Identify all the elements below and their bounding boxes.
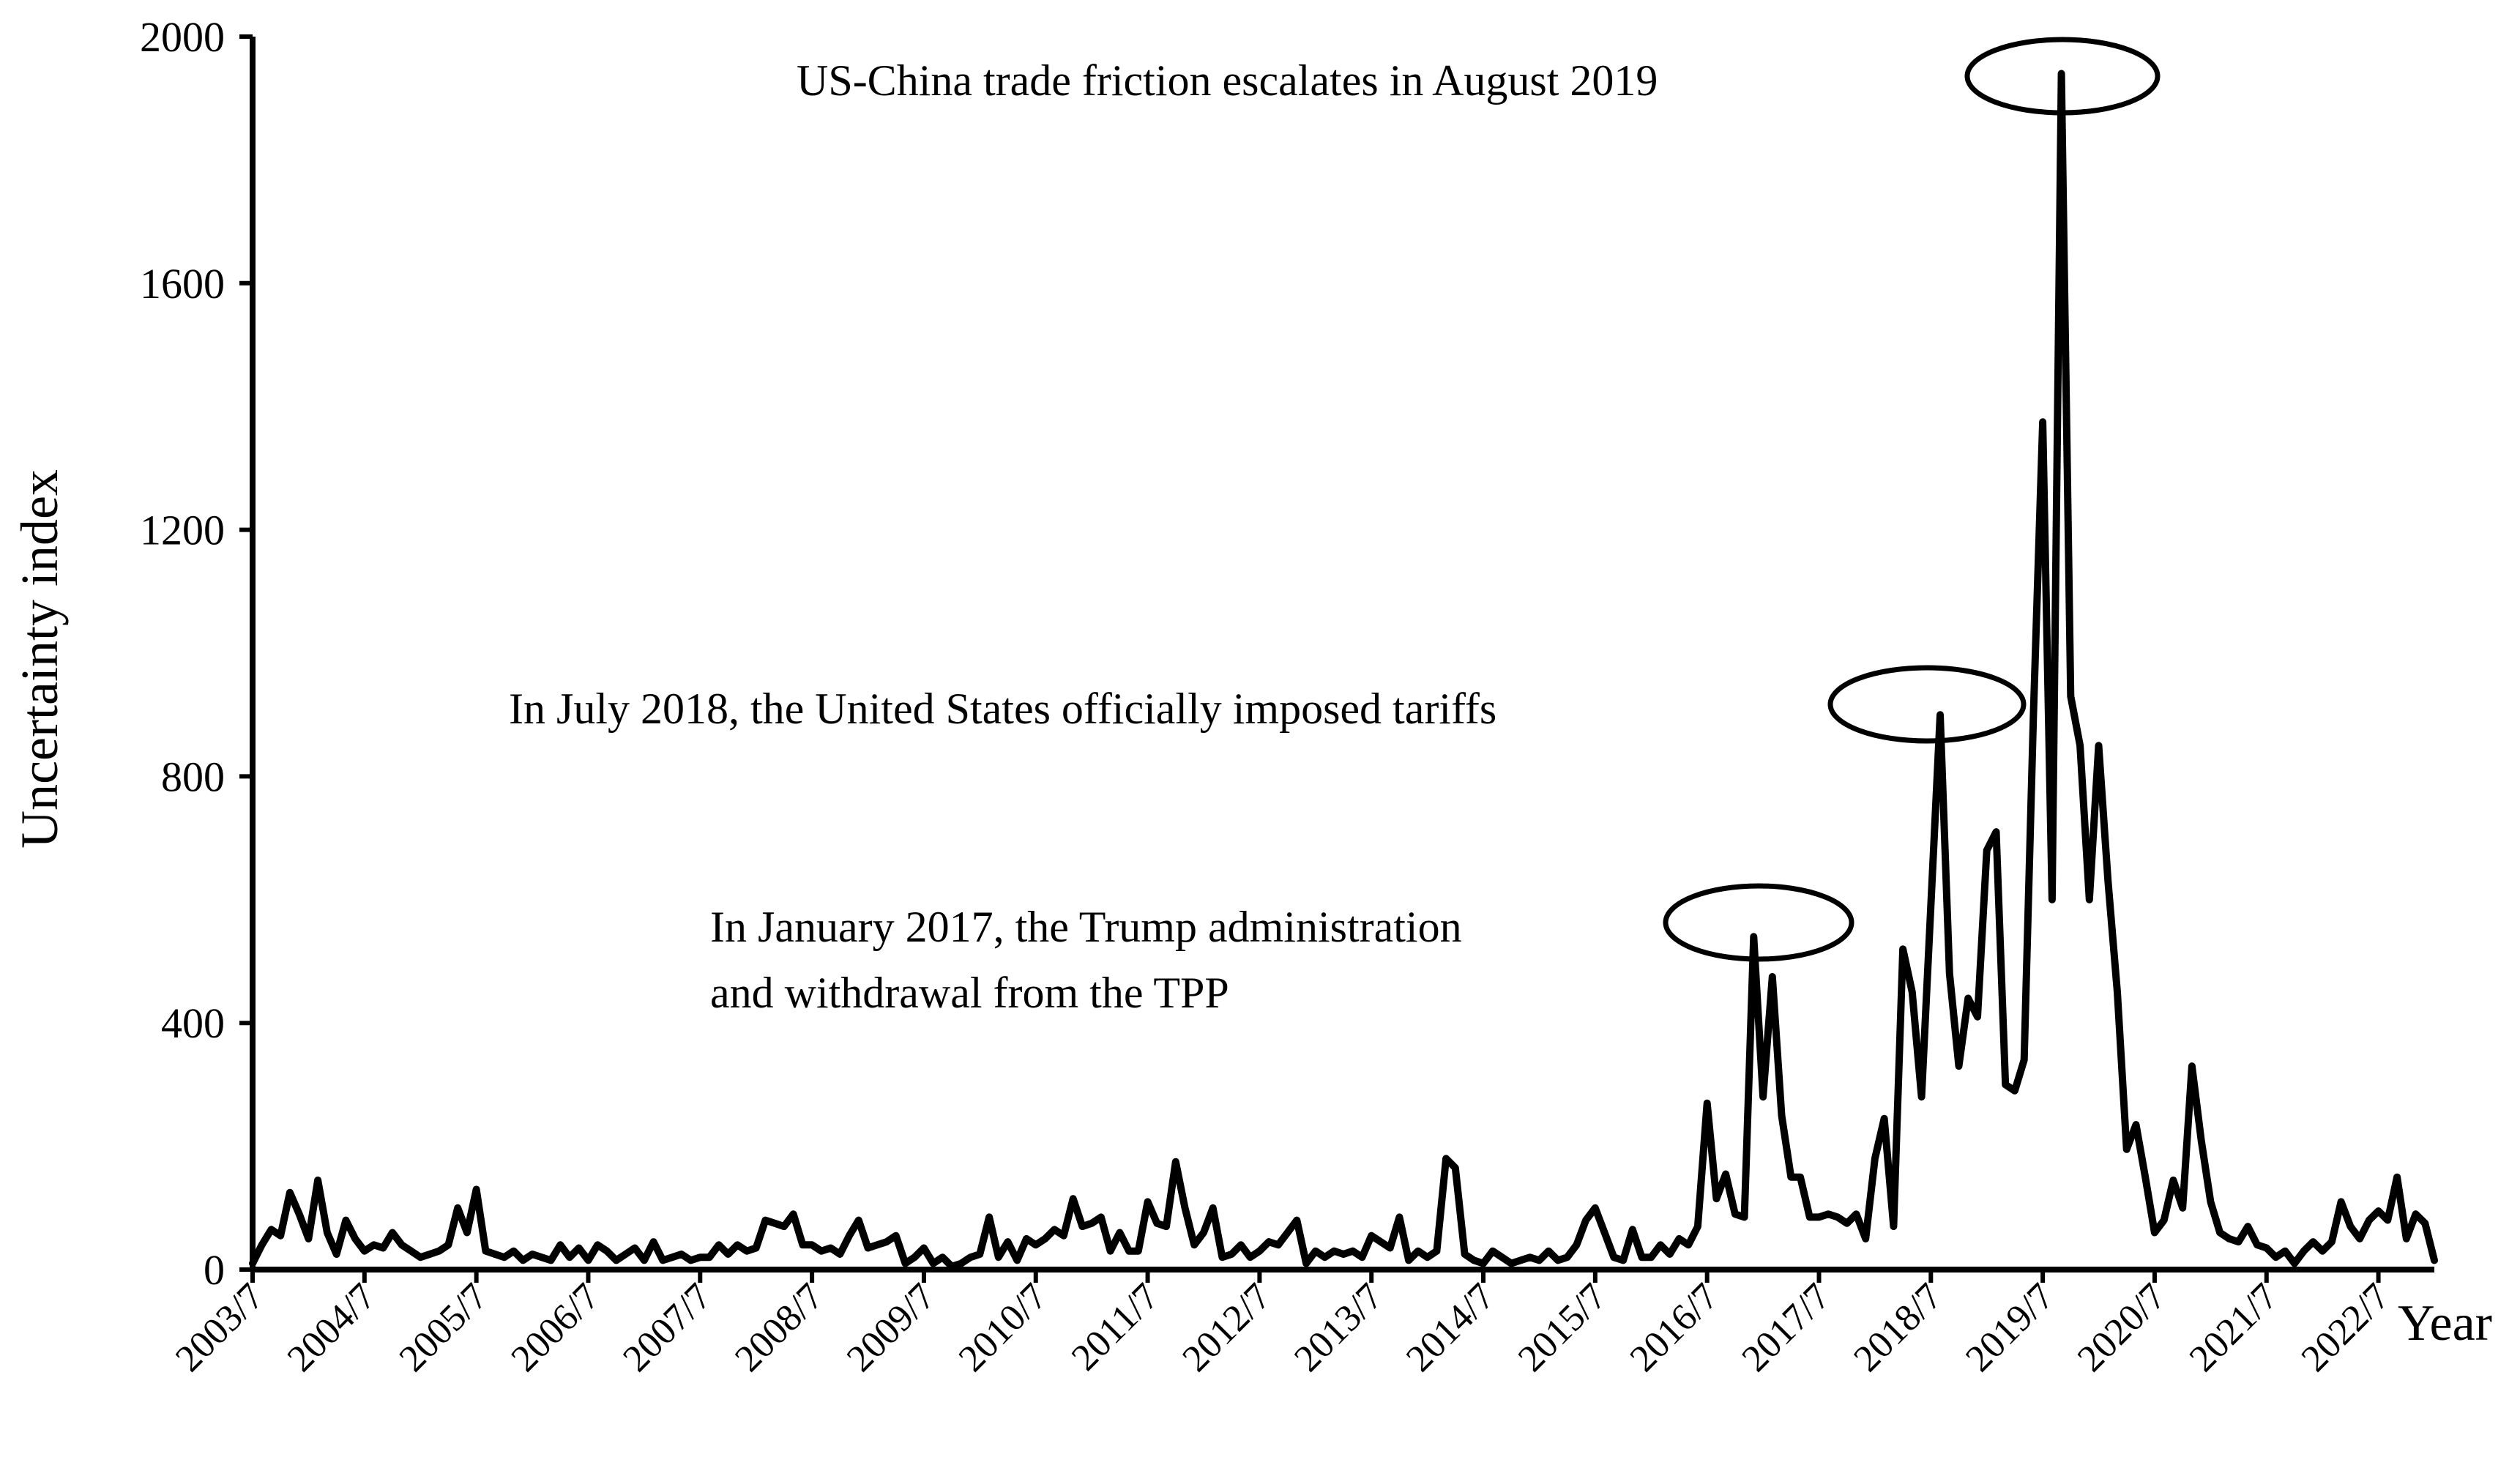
x-axis-label: Year bbox=[2398, 1295, 2492, 1352]
x-tick-label: 2018/7 bbox=[1846, 1275, 1950, 1379]
x-tick-label: 2010/7 bbox=[951, 1275, 1055, 1379]
y-tick-label: 1200 bbox=[140, 507, 225, 554]
y-tick-label: 2000 bbox=[140, 13, 225, 61]
y-tick-label: 0 bbox=[204, 1246, 225, 1294]
annotation-ellipse-2018 bbox=[1827, 665, 2027, 744]
y-tick-label: 400 bbox=[161, 999, 225, 1047]
x-tick-label: 2014/7 bbox=[1398, 1275, 1502, 1379]
annotation-ellipse-2017 bbox=[1663, 883, 1854, 962]
series-line-uncertainty-index bbox=[249, 70, 2438, 1270]
x-tick-label: 2020/7 bbox=[2070, 1275, 2174, 1379]
x-tick-label: 2013/7 bbox=[1286, 1275, 1390, 1379]
annotation-2018: In July 2018, the United States official… bbox=[509, 685, 1496, 733]
x-tick-label: 2022/7 bbox=[2294, 1275, 2398, 1379]
x-tick-label: 2016/7 bbox=[1622, 1275, 1726, 1379]
x-tick-label: 2007/7 bbox=[615, 1275, 719, 1379]
x-tick-label: 2006/7 bbox=[503, 1275, 607, 1379]
y-tick-label: 1600 bbox=[140, 260, 225, 308]
x-tick-label: 2015/7 bbox=[1510, 1275, 1614, 1379]
annotation-ellipse-2019 bbox=[1964, 37, 2161, 116]
y-tick-label: 800 bbox=[161, 753, 225, 800]
x-tick-label: 2021/7 bbox=[2182, 1275, 2286, 1379]
x-axis-ticks: 2003/7 2004/7 2005/7 2006/7 2007/7 2008/7 2009… bbox=[168, 1270, 2398, 1380]
x-tick-label: 2005/7 bbox=[392, 1275, 496, 1379]
x-tick-label: 2019/7 bbox=[1958, 1275, 2062, 1379]
x-tick-label: 2009/7 bbox=[839, 1275, 943, 1379]
annotation-2017-line1: In January 2017, the Trump administratio… bbox=[710, 903, 1462, 951]
x-tick-label: 2011/7 bbox=[1064, 1275, 1167, 1379]
y-axis-label: Uncertainty index bbox=[10, 469, 69, 849]
y-axis-ticks: 0 400 800 1200 1600 2000 bbox=[140, 13, 253, 1294]
x-tick-label: 2012/7 bbox=[1174, 1275, 1278, 1379]
annotation-2017-line2: and withdrawal from the TPP bbox=[710, 969, 1229, 1017]
x-tick-label: 2008/7 bbox=[727, 1275, 831, 1379]
annotation-2019: US-China trade friction escalates in Aug… bbox=[797, 56, 1658, 105]
x-tick-label: 2017/7 bbox=[1734, 1275, 1838, 1379]
x-tick-label: 2004/7 bbox=[280, 1275, 384, 1379]
